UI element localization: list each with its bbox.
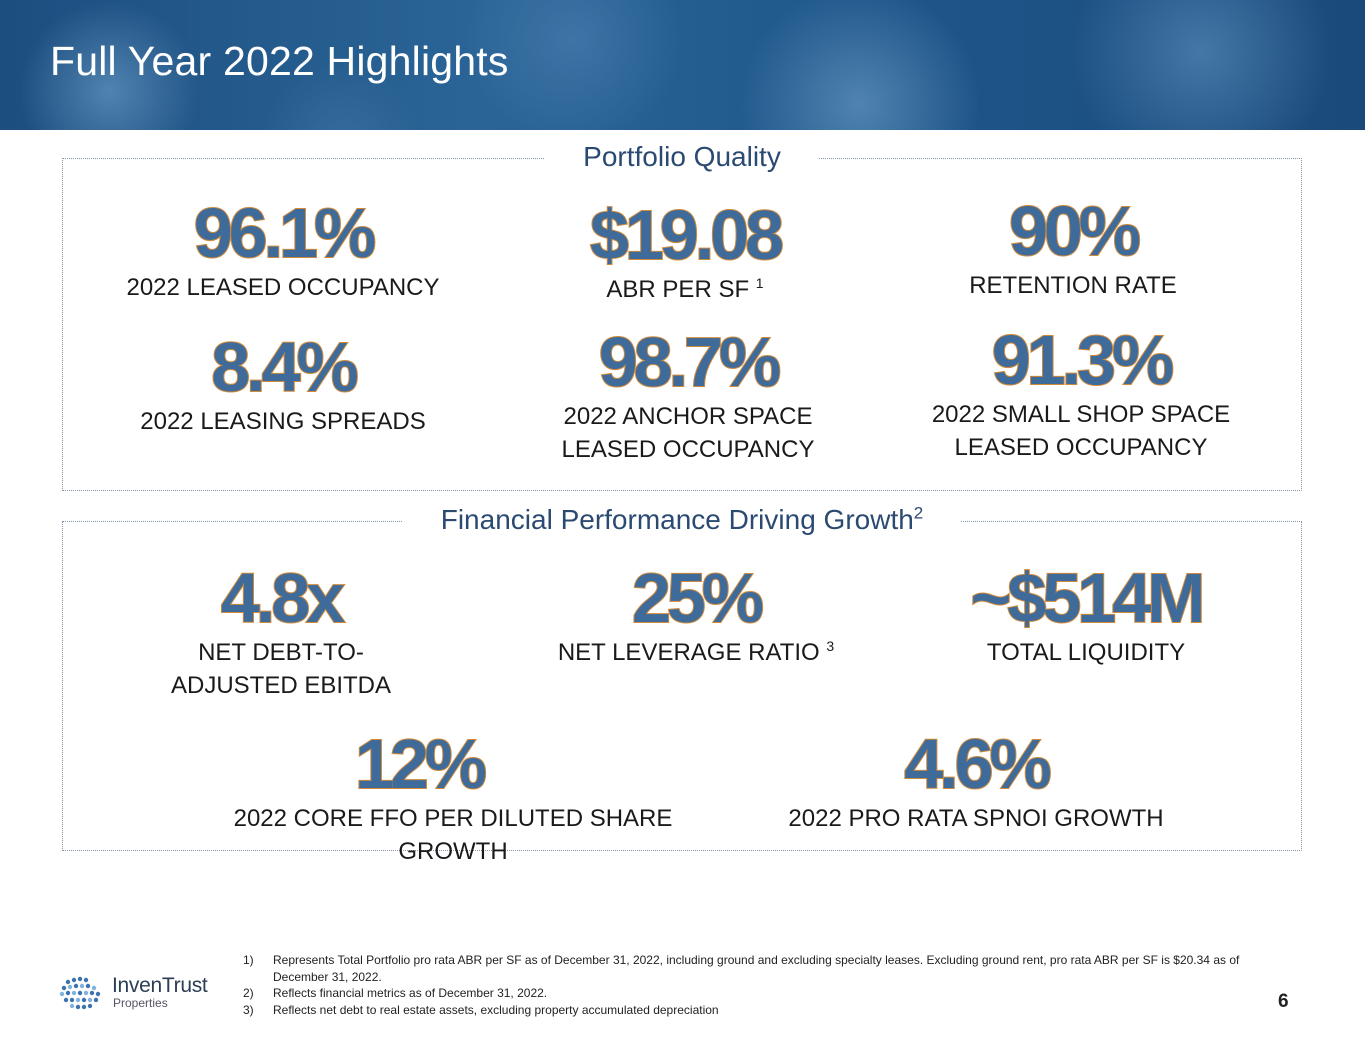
stat-total-liquidity: ~$514M TOTAL LIQUIDITY <box>886 559 1286 669</box>
stat-label: 2022 CORE FFO PER DILUTED SHARE GROWTH <box>233 805 673 865</box>
footnote-text: Represents Total Portfolio pro rata ABR … <box>273 953 1240 984</box>
stat-value: 4.6% <box>903 725 1053 803</box>
stat-spnoi-growth: 4.6% 2022 PRO RATA SPNOI GROWTH <box>776 725 1176 835</box>
stat-abr-per-sf: $19.08 ABR PER SF 1 <box>485 196 885 306</box>
stat-label: ABR PER SF <box>606 276 750 303</box>
footnote-number: 3) <box>243 1002 254 1017</box>
stat-value: 90% <box>1008 192 1142 270</box>
stat-label-row: NET LEVERAGE RATIO 3 <box>496 636 896 669</box>
stat-label: NET DEBT-TO- <box>198 639 364 666</box>
stat-value: $19.08 <box>589 196 785 274</box>
stat-core-ffo-growth: 12% 2022 CORE FFO PER DILUTED SHARE GROW… <box>178 725 728 868</box>
stat-label-line2: ADJUSTED EBITDA <box>170 672 392 699</box>
logo-subtitle: Properties <box>113 996 168 1010</box>
stat-label: NET LEVERAGE RATIO <box>557 639 820 666</box>
footnote-text: Reflects financial metrics as of Decembe… <box>273 986 548 1000</box>
financial-performance-heading: Financial Performance Driving Growth2 <box>63 502 1301 538</box>
stat-value: 98.7% <box>598 323 782 401</box>
footnotes: 1) Represents Total Portfolio pro rata A… <box>243 952 1273 1018</box>
page-number: 6 <box>1278 991 1289 1012</box>
footnote-number: 2) <box>243 986 254 1000</box>
stat-value: 25% <box>631 559 765 637</box>
header-banner: Full Year 2022 Highlights <box>0 0 1365 130</box>
page-title: Full Year 2022 Highlights <box>50 38 509 84</box>
stat-label-row: ABR PER SF 1 <box>485 273 885 306</box>
footnote-ref: 1 <box>755 275 764 291</box>
stat-label: TOTAL LIQUIDITY <box>986 639 1186 666</box>
footnote-item: 1) Represents Total Portfolio pro rata A… <box>243 952 1273 985</box>
footnote-item: 2) Reflects financial metrics as of Dece… <box>243 985 1273 1002</box>
globe-logo-icon <box>59 976 101 1010</box>
financial-performance-heading-text: Financial Performance Driving Growth <box>440 504 914 535</box>
stat-value: 12% <box>354 725 488 803</box>
stat-label: RETENTION RATE <box>969 272 1177 299</box>
stat-label: 2022 ANCHOR SPACE <box>563 403 813 430</box>
stat-value: 96.1% <box>193 194 377 272</box>
stat-value: ~$514M <box>970 559 1207 637</box>
stat-net-debt-to-ebitda: 4.8x NET DEBT-TO- ADJUSTED EBITDA <box>81 559 481 702</box>
portfolio-quality-panel: Portfolio Quality 96.1% 2022 LEASED OCCU… <box>62 141 1302 491</box>
inventrust-logo: InvenTrust Properties <box>58 974 228 1014</box>
logo-name: InvenTrust <box>112 974 208 997</box>
stat-label: 2022 LEASING SPREADS <box>140 408 426 435</box>
stat-label-line2: LEASED OCCUPANCY <box>561 436 815 463</box>
portfolio-quality-heading: Portfolio Quality <box>63 139 1301 175</box>
footnote-number: 1) <box>243 953 254 967</box>
stat-anchor-occupancy: 98.7% 2022 ANCHOR SPACE LEASED OCCUPANCY <box>488 323 888 466</box>
stat-value: 8.4% <box>210 328 360 406</box>
stat-leasing-spreads: 8.4% 2022 LEASING SPREADS <box>83 328 483 438</box>
portfolio-quality-heading-text: Portfolio Quality <box>545 141 819 172</box>
stat-label: 2022 SMALL SHOP SPACE <box>931 401 1231 428</box>
financial-performance-panel: Financial Performance Driving Growth2 4.… <box>62 504 1302 865</box>
stat-label-line2: LEASED OCCUPANCY <box>954 434 1208 461</box>
stat-label: 2022 PRO RATA SPNOI GROWTH <box>788 805 1164 832</box>
footnote-ref: 3 <box>826 638 835 654</box>
stat-small-shop-occupancy: 91.3% 2022 SMALL SHOP SPACE LEASED OCCUP… <box>881 321 1281 464</box>
stat-retention-rate: 90% RETENTION RATE <box>873 192 1273 302</box>
stat-value: 4.8x <box>220 559 346 637</box>
footnote-text: Reflects net debt to real estate assets,… <box>273 1002 719 1017</box>
footnote-item: 3) Reflects net debt to real estate asse… <box>243 1002 1273 1019</box>
stat-leased-occupancy: 96.1% 2022 LEASED OCCUPANCY <box>83 194 483 304</box>
stat-label: 2022 LEASED OCCUPANCY <box>126 274 440 301</box>
footnote-ref: 2 <box>913 503 924 523</box>
stat-net-leverage-ratio: 25% NET LEVERAGE RATIO 3 <box>496 559 896 669</box>
stat-value: 91.3% <box>991 321 1175 399</box>
